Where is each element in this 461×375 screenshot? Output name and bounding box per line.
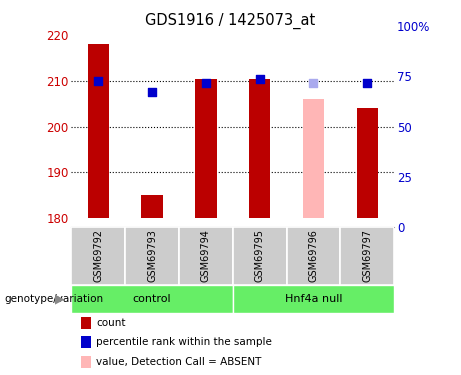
Text: value, Detection Call = ABSENT: value, Detection Call = ABSENT — [96, 357, 262, 366]
Text: GSM69796: GSM69796 — [308, 230, 319, 282]
Text: genotype/variation: genotype/variation — [5, 294, 104, 304]
Text: percentile rank within the sample: percentile rank within the sample — [96, 337, 272, 347]
Point — [202, 80, 210, 86]
Text: control: control — [133, 294, 171, 304]
Point — [310, 80, 317, 86]
Bar — [233, 285, 394, 313]
Bar — [233, 227, 287, 285]
Text: GSM69797: GSM69797 — [362, 230, 372, 282]
Bar — [195, 79, 217, 218]
Bar — [125, 227, 179, 285]
Bar — [303, 99, 324, 218]
Bar — [71, 227, 125, 285]
Text: GSM69795: GSM69795 — [254, 230, 265, 282]
Text: GSM69793: GSM69793 — [147, 230, 157, 282]
Bar — [179, 227, 233, 285]
Bar — [71, 285, 233, 313]
Text: ▶: ▶ — [55, 292, 65, 306]
Point — [364, 80, 371, 86]
Point — [256, 76, 263, 82]
Bar — [287, 227, 340, 285]
Bar — [88, 45, 109, 218]
Bar — [249, 79, 271, 218]
Text: GDS1916 / 1425073_at: GDS1916 / 1425073_at — [145, 13, 316, 29]
Text: GSM69794: GSM69794 — [201, 230, 211, 282]
Text: GSM69792: GSM69792 — [93, 230, 103, 282]
Text: count: count — [96, 318, 126, 327]
Bar — [142, 195, 163, 218]
Bar — [340, 227, 394, 285]
Text: Hnf4a null: Hnf4a null — [285, 294, 342, 304]
Bar — [356, 108, 378, 218]
Point — [95, 78, 102, 84]
Point — [148, 89, 156, 95]
